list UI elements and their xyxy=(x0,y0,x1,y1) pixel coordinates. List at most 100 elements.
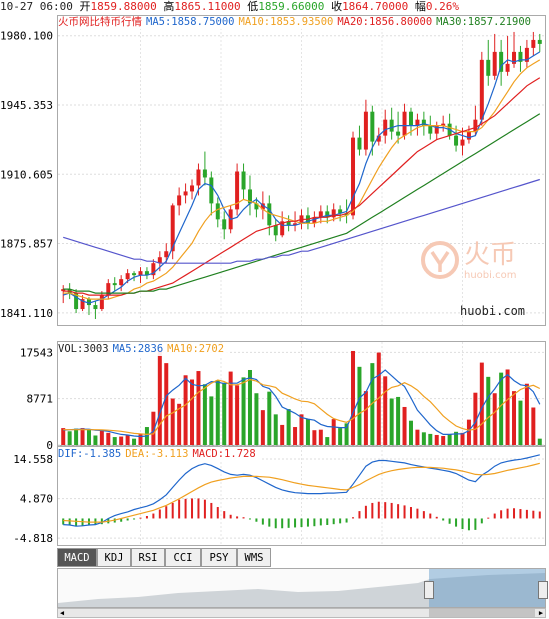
tab-cci[interactable]: CCI xyxy=(165,548,201,567)
macd-histogram-bar xyxy=(506,508,509,519)
macd-histogram-bar xyxy=(281,518,284,529)
candle-body xyxy=(293,223,298,226)
candle-body xyxy=(74,293,79,310)
price-ma-line-ma10 xyxy=(63,59,541,300)
tab-macd[interactable]: MACD xyxy=(57,548,97,567)
macd-histogram-bar xyxy=(339,518,342,524)
macd-histogram-bar xyxy=(326,518,329,525)
price-panel[interactable] xyxy=(57,15,546,326)
volume-bar xyxy=(524,383,529,445)
macd-histogram-bar xyxy=(416,508,419,519)
candle-body xyxy=(254,203,259,210)
candle-body xyxy=(86,299,91,306)
macd-histogram-bar xyxy=(313,518,316,527)
volume-bar xyxy=(338,428,343,445)
macd-histogram-bar xyxy=(145,516,148,519)
candle-body xyxy=(273,225,278,236)
macd-histogram-bar xyxy=(390,502,393,519)
candle-body xyxy=(473,119,478,132)
volume-bar xyxy=(531,407,536,445)
candle-body xyxy=(183,191,188,196)
navigator-right-handle[interactable] xyxy=(538,581,548,599)
candle-body xyxy=(157,257,162,264)
volume-bar xyxy=(280,424,285,445)
candle-body xyxy=(363,111,368,150)
tab-wms[interactable]: WMS xyxy=(237,548,271,567)
macd-histogram-bar xyxy=(384,502,387,519)
macd-histogram-bar xyxy=(435,516,438,519)
volume-bar xyxy=(273,414,278,445)
ma5-legend: MA5:1858.75000 xyxy=(146,16,235,28)
macd-histogram-bar xyxy=(197,498,200,519)
volume-tick-label: 8771 xyxy=(27,393,54,406)
candle-body xyxy=(318,211,323,218)
navigator[interactable] xyxy=(57,568,548,608)
macd-histogram-bar xyxy=(487,517,490,519)
volume-bar xyxy=(74,428,79,445)
volume-bar xyxy=(99,430,104,445)
candle-body xyxy=(402,111,407,136)
macd-histogram-bar xyxy=(75,518,78,527)
volume-bar xyxy=(486,376,491,445)
candle-body xyxy=(376,135,381,142)
macd-histogram-bar xyxy=(133,518,136,520)
macd-histogram-bar xyxy=(120,518,123,522)
volume-bar xyxy=(537,438,542,445)
volume-bar xyxy=(80,428,85,445)
navigator-scrollbar[interactable]: ◀ ▶ xyxy=(57,608,546,618)
candle-body xyxy=(209,177,214,204)
macd-legend: DIF:-1.385 DEA:-3.113 MACD:1.728 xyxy=(58,448,260,461)
candle-body xyxy=(112,283,117,286)
tab-rsi[interactable]: RSI xyxy=(131,548,165,567)
candle-body xyxy=(164,251,169,258)
candle-body xyxy=(434,125,439,134)
scroll-thumb[interactable] xyxy=(429,609,535,617)
macd-histogram-bar xyxy=(513,508,516,519)
volume-ma-line-ma5 xyxy=(63,369,541,438)
volume-bar xyxy=(408,420,413,445)
candle-body xyxy=(389,119,394,132)
quote-info-bar: 10-27 06:00 开1859.88000 高1865.11000 低185… xyxy=(0,0,549,14)
scroll-right-arrow-icon[interactable]: ▶ xyxy=(538,609,544,617)
candle-body xyxy=(505,63,510,72)
volume-ma-line-ma10 xyxy=(63,378,541,436)
volume-bar xyxy=(434,434,439,445)
volume-bar xyxy=(86,429,91,445)
macd-histogram-bar xyxy=(306,518,309,527)
navigator-area xyxy=(58,573,545,607)
candle-body xyxy=(531,39,536,48)
candle-body xyxy=(466,131,471,140)
volume-bar xyxy=(202,384,207,445)
scroll-left-arrow-icon[interactable]: ◀ xyxy=(59,609,65,617)
navigator-selection[interactable] xyxy=(429,569,545,607)
volume-bar xyxy=(499,372,504,445)
candle-body xyxy=(247,189,252,204)
volume-panel[interactable] xyxy=(57,341,546,446)
navigator-left-handle[interactable] xyxy=(424,581,434,599)
price-tick-label: 1875.857 xyxy=(0,238,53,251)
tab-psy[interactable]: PSY xyxy=(201,548,237,567)
tab-kdj[interactable]: KDJ xyxy=(97,548,131,567)
macd-histogram-bar xyxy=(216,507,219,519)
candle-body xyxy=(196,169,201,186)
volume-bar xyxy=(183,375,188,445)
volume-bar xyxy=(157,349,162,445)
candle-body xyxy=(344,213,349,216)
volume-bar xyxy=(164,363,169,445)
macd-histogram-bar xyxy=(171,502,174,519)
open-value: 1859.88000 xyxy=(90,0,157,13)
candle-body xyxy=(537,39,542,44)
dea-legend: DEA:-3.113 xyxy=(125,448,189,460)
close-label: 收 xyxy=(331,0,343,13)
candle-body xyxy=(441,123,446,126)
volume-bar xyxy=(209,396,214,445)
price-tick-label: 1841.110 xyxy=(0,307,53,320)
macd-histogram-bar xyxy=(422,511,425,519)
candle-body xyxy=(486,59,491,76)
price-tick-label: 1910.605 xyxy=(0,168,53,181)
volume-bar xyxy=(312,430,317,445)
volume-bar xyxy=(505,369,510,445)
candle-body xyxy=(190,185,195,192)
huobi-watermark: 火币 huobi.com xyxy=(418,238,538,288)
